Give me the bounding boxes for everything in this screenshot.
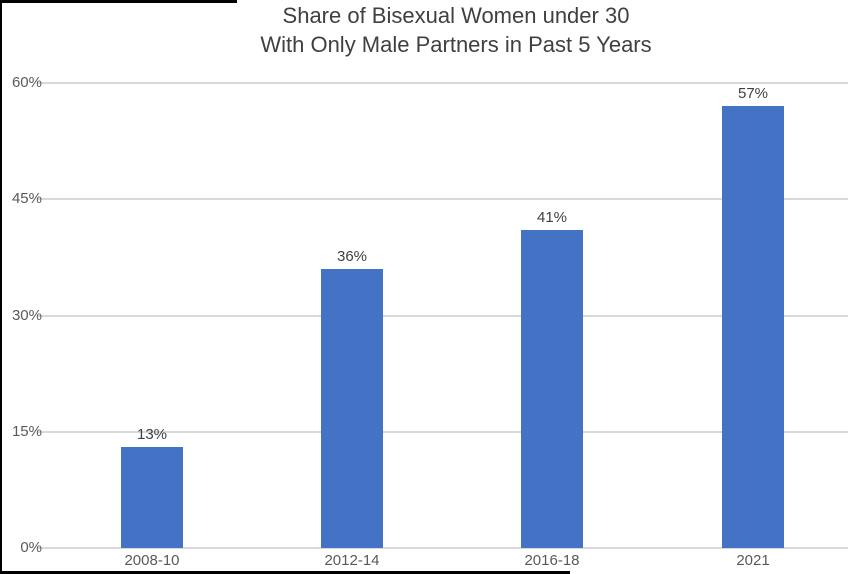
frame-border-bottom	[0, 571, 570, 574]
x-axis-category-label: 2021	[736, 552, 770, 569]
bar-value-label: 41%	[536, 209, 568, 226]
x-axis-category-label: 2016-18	[524, 552, 580, 569]
chart-title-line-1: Share of Bisexual Women under 30	[282, 3, 630, 28]
x-axis-category-label: 2012-14	[324, 552, 380, 569]
gridline-30%	[38, 315, 848, 317]
bar-value-label: 36%	[336, 248, 368, 265]
x-axis-category-label: 2008-10	[124, 552, 180, 569]
chart-title-line-2: With Only Male Partners in Past 5 Years	[260, 32, 652, 57]
frame-border-top	[0, 0, 237, 3]
bar-2008-10	[121, 447, 183, 548]
bar-2016-18	[521, 230, 583, 548]
y-axis-tick-label: 0%	[20, 539, 42, 556]
y-axis-tick-label: 15%	[11, 423, 42, 440]
bar-2012-14	[321, 269, 383, 548]
frame-border-left	[0, 0, 2, 574]
gridline-15%	[38, 431, 848, 433]
y-axis-tick-label: 45%	[11, 190, 42, 207]
gridline-60%	[38, 82, 848, 84]
chart-title: Share of Bisexual Women under 30 With On…	[60, 1, 852, 59]
gridline-0%	[38, 547, 848, 549]
bar-2021	[722, 106, 784, 548]
bar-value-label: 57%	[737, 85, 769, 102]
y-axis-tick-label: 30%	[11, 307, 42, 324]
y-axis-tick-label: 60%	[11, 74, 42, 91]
bar-value-label: 13%	[136, 426, 168, 443]
gridline-45%	[38, 198, 848, 200]
